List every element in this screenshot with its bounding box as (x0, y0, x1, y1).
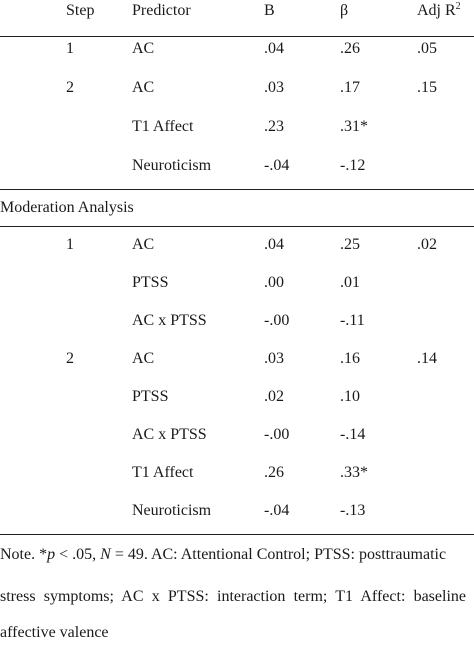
note-n: N (100, 546, 111, 563)
moderation-title-rule (0, 226, 474, 227)
header-bottom-rule (0, 36, 474, 37)
cell-step: 2 (66, 350, 74, 367)
header-step: Step (66, 2, 95, 19)
cell-step: 1 (66, 236, 74, 253)
table-row: 1 AC .04 .26 .05 (0, 38, 474, 60)
cell-b: -.00 (264, 312, 290, 329)
cell-b: .26 (264, 464, 284, 481)
cell-beta: .33* (340, 464, 368, 481)
cell-beta: .17 (340, 79, 360, 96)
cell-beta: .31* (340, 118, 368, 135)
table-note-line-2: stress symptoms; AC x PTSS: interaction … (0, 588, 466, 605)
table-row: AC x PTSS -.00 -.11 (0, 310, 474, 332)
note-n-rest: = 49. AC: Attentional Control; PTSS: pos… (110, 546, 447, 563)
header-predictor: Predictor (132, 2, 191, 19)
moderation-title: Moderation Analysis (0, 199, 134, 216)
table-note-line-3: affective valence (0, 624, 109, 641)
cell-b: -.00 (264, 426, 290, 443)
cell-beta: -.11 (340, 312, 365, 329)
cell-b: .00 (264, 274, 284, 291)
table-row: AC x PTSS -.00 -.14 (0, 424, 474, 446)
cell-predictor: PTSS (132, 388, 169, 405)
cell-predictor: T1 Affect (132, 118, 194, 135)
table-row: PTSS .02 .10 (0, 386, 474, 408)
cell-predictor: AC (132, 236, 155, 253)
cell-adj-r2: .14 (417, 350, 437, 367)
cell-beta: .26 (340, 40, 360, 57)
cell-adj-r2: .15 (417, 79, 437, 96)
moderation-top-rule (0, 189, 474, 190)
header-adj-r2: Adj R2 (417, 0, 461, 22)
cell-adj-r2: .02 (417, 236, 437, 253)
header-b: B (264, 2, 275, 19)
cell-beta: -.14 (340, 426, 366, 443)
cell-predictor: Neuroticism (132, 502, 212, 519)
table-row: PTSS .00 .01 (0, 272, 474, 294)
table-note-line-1: Note. *p < .05, N = 49. AC: Attentional … (0, 544, 466, 566)
cell-b: .02 (264, 388, 284, 405)
cell-beta: .01 (340, 274, 360, 291)
cell-step: 2 (66, 79, 74, 96)
table-row: Neuroticism -.04 -.13 (0, 500, 474, 522)
cell-predictor: AC x PTSS (132, 426, 207, 443)
cell-predictor: Neuroticism (132, 157, 212, 174)
cell-beta: .16 (340, 350, 360, 367)
table-row: 1 AC .04 .25 .02 (0, 234, 474, 256)
cell-predictor: PTSS (132, 274, 169, 291)
table-row: Neuroticism -.04 -.12 (0, 155, 474, 177)
cell-predictor: T1 Affect (132, 464, 194, 481)
header-beta: β (340, 2, 349, 19)
cell-b: .23 (264, 118, 284, 135)
header-adj-r2-superscript: 2 (455, 1, 461, 12)
cell-predictor: AC x PTSS (132, 312, 207, 329)
cell-b: .03 (264, 79, 284, 96)
table-bottom-rule (0, 534, 474, 535)
header-adj-r2-label: Adj R (417, 2, 456, 19)
cell-beta: -.12 (340, 157, 366, 174)
cell-beta: .25 (340, 236, 360, 253)
cell-beta: .10 (340, 388, 360, 405)
table-row: 2 AC .03 .17 .15 (0, 77, 474, 99)
cell-predictor: AC (132, 40, 155, 57)
cell-beta: -.13 (340, 502, 366, 519)
cell-b: .04 (264, 40, 284, 57)
cell-b: .03 (264, 350, 284, 367)
note-p-rest: < .05, (55, 546, 101, 563)
moderation-title-row: Moderation Analysis (0, 197, 474, 219)
cell-adj-r2: .05 (417, 40, 437, 57)
table-header-row: Step Predictor B β Adj R2 (0, 0, 474, 22)
cell-b: -.04 (264, 502, 290, 519)
table-row: T1 Affect .26 .33* (0, 462, 474, 484)
cell-b: .04 (264, 236, 284, 253)
cell-b: -.04 (264, 157, 290, 174)
note-p: p (47, 546, 56, 563)
cell-predictor: AC (132, 79, 155, 96)
note-prefix: Note. * (0, 546, 48, 563)
table-row: 2 AC .03 .16 .14 (0, 348, 474, 370)
table-row: T1 Affect .23 .31* (0, 116, 474, 138)
cell-step: 1 (66, 40, 74, 57)
cell-predictor: AC (132, 350, 155, 367)
